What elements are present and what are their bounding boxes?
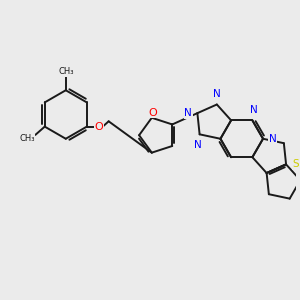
Text: N: N (184, 108, 192, 118)
Text: CH₃: CH₃ (58, 67, 74, 76)
Text: N: N (213, 89, 221, 99)
Text: O: O (148, 108, 157, 118)
Text: S: S (292, 159, 299, 170)
Text: N: N (269, 134, 277, 144)
Text: O: O (94, 122, 103, 132)
Text: N: N (250, 105, 258, 115)
Text: N: N (194, 140, 202, 150)
Text: CH₃: CH₃ (19, 134, 35, 143)
